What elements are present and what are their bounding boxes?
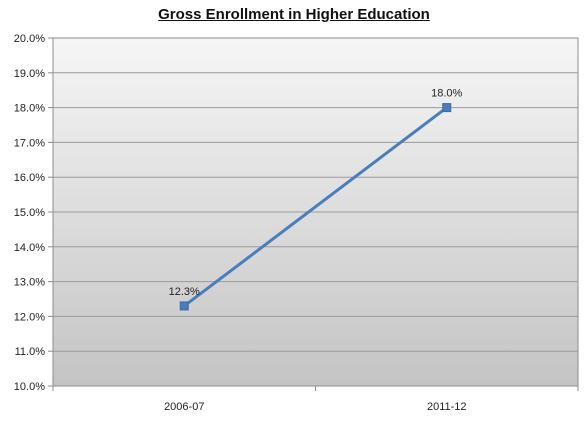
data-point (179, 301, 189, 311)
y-tick-label: 14.0% (14, 242, 45, 254)
y-tick-label: 19.0% (14, 68, 45, 80)
data-label: 18.0% (431, 88, 462, 100)
series-line (183, 106, 448, 308)
y-tick-label: 11.0% (15, 346, 46, 358)
y-tick-label: 20.0% (14, 33, 45, 45)
y-tick-label: 17.0% (14, 137, 45, 149)
y-tick-label: 10.0% (14, 381, 45, 393)
y-tick-label: 12.0% (14, 311, 45, 323)
x-tick-label: 2011-12 (427, 401, 467, 413)
y-tick-label: 15.0% (14, 207, 45, 219)
data-point (442, 103, 452, 113)
y-tick-label: 18.0% (14, 103, 45, 115)
chart-title: Gross Enrollment in Higher Education (158, 6, 430, 23)
y-tick-label: 16.0% (14, 172, 45, 184)
x-tick-label: 2006-07 (164, 401, 204, 413)
data-label: 12.3% (169, 286, 200, 298)
y-tick-label: 13.0% (14, 277, 45, 289)
